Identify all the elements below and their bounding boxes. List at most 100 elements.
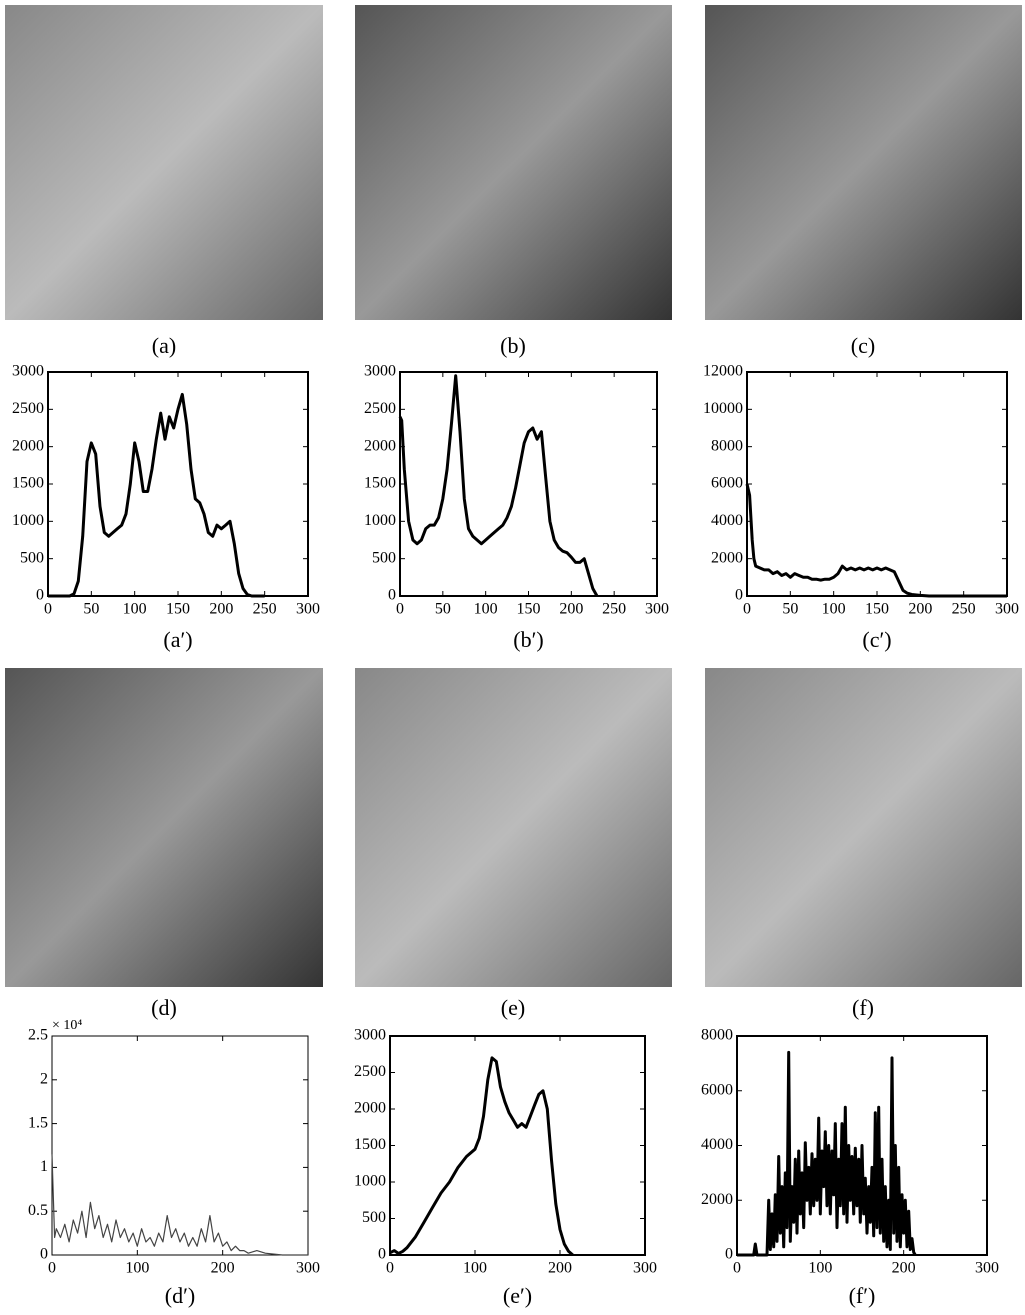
x-tick-label: 50 (782, 601, 798, 618)
plot-frame (746, 371, 1008, 597)
plot-frame (736, 1035, 988, 1256)
chart-caption: (d′) (165, 1283, 195, 1308)
plot-frame (389, 1035, 646, 1256)
histogram-line (48, 392, 265, 598)
photo (705, 668, 1022, 987)
x-tick-label: 100 (123, 601, 147, 618)
chart-caption: (a′) (163, 627, 192, 652)
y-tick-label: 500 (372, 549, 396, 566)
image-caption: (a) (152, 333, 176, 358)
y-tick-label: 1000 (364, 512, 396, 529)
y-tick-label: 0 (388, 587, 396, 604)
y-tick-label: 2500 (364, 400, 396, 417)
x-tick-label: 250 (602, 601, 626, 618)
x-tick-label: 300 (995, 601, 1019, 618)
photo (705, 5, 1022, 320)
x-tick-label: 300 (296, 1260, 320, 1277)
histogram-line (737, 1050, 917, 1257)
image-caption: (e) (501, 995, 525, 1020)
x-tick-label: 100 (808, 1260, 832, 1277)
y-tick-label: 0 (36, 587, 44, 604)
x-tick-label: 200 (209, 601, 233, 618)
y-tick-label: 2 (40, 1070, 48, 1087)
y-tick-label: 1000 (12, 512, 44, 529)
y-tick-label: 8000 (711, 437, 743, 454)
plot-frame (399, 371, 658, 597)
y-tick-label: 2500 (354, 1063, 386, 1080)
image-caption: (f) (852, 995, 874, 1020)
y-tick-label: 2500 (12, 400, 44, 417)
x-tick-label: 300 (645, 601, 669, 618)
x-tick-label: 100 (125, 1260, 149, 1277)
y-tick-label: 1.5 (28, 1114, 48, 1131)
x-tick-label: 50 (83, 601, 99, 618)
image-caption: (b) (500, 333, 526, 358)
x-tick-label: 100 (822, 601, 846, 618)
plot-frame (47, 371, 309, 597)
image-caption: (c) (851, 333, 875, 358)
x-tick-label: 0 (44, 601, 52, 618)
photo (355, 668, 672, 987)
y-tick-label: 0 (725, 1246, 733, 1263)
y-tick-label: 2000 (701, 1191, 733, 1208)
y-tick-label: 2.5 (28, 1027, 48, 1044)
x-tick-label: 0 (48, 1260, 56, 1277)
chart-caption: (e′) (503, 1283, 532, 1308)
photo (5, 668, 323, 987)
x-tick-label: 200 (211, 1260, 235, 1277)
y-tick-label: 0 (735, 587, 743, 604)
x-tick-label: 150 (517, 601, 541, 618)
y-tick-label: 2000 (354, 1100, 386, 1117)
y-tick-label: 1500 (354, 1136, 386, 1153)
chart-caption: (f′) (849, 1283, 876, 1308)
x-tick-label: 100 (463, 1260, 487, 1277)
y-tick-label: 3000 (364, 363, 396, 380)
x-tick-label: 100 (474, 601, 498, 618)
photo (5, 5, 323, 320)
y-tick-label: 1000 (354, 1173, 386, 1190)
y-tick-label: 1 (40, 1158, 48, 1175)
y-tick-label: 0 (378, 1246, 386, 1263)
x-tick-label: 50 (435, 601, 451, 618)
y-tick-label: 3000 (354, 1027, 386, 1044)
plot-frame (51, 1035, 309, 1256)
y-scale-label: × 10⁴ (52, 1018, 82, 1033)
x-tick-label: 200 (892, 1260, 916, 1277)
histogram-line (398, 374, 599, 597)
y-tick-label: 8000 (701, 1027, 733, 1044)
x-tick-label: 0 (386, 1260, 394, 1277)
x-tick-label: 150 (865, 601, 889, 618)
photo (355, 5, 672, 320)
y-tick-label: 4000 (711, 512, 743, 529)
y-tick-label: 12000 (703, 363, 743, 380)
y-tick-label: 2000 (711, 549, 743, 566)
x-tick-label: 200 (548, 1260, 572, 1277)
chart-caption: (c′) (862, 627, 891, 652)
y-tick-label: 6000 (701, 1081, 733, 1098)
x-tick-label: 150 (166, 601, 190, 618)
x-tick-label: 200 (559, 601, 583, 618)
x-tick-label: 0 (733, 1260, 741, 1277)
y-tick-label: 6000 (711, 475, 743, 492)
x-tick-label: 250 (253, 601, 277, 618)
y-tick-label: 500 (362, 1209, 386, 1226)
y-tick-label: 10000 (703, 400, 743, 417)
x-tick-label: 0 (743, 601, 751, 618)
y-tick-label: 0 (40, 1246, 48, 1263)
histogram-line (745, 483, 1007, 598)
image-caption: (d) (151, 995, 177, 1020)
histogram-line (389, 1056, 574, 1257)
y-tick-label: 3000 (12, 363, 44, 380)
chart-caption: (b′) (513, 627, 543, 652)
y-tick-label: 0.5 (28, 1202, 48, 1219)
x-tick-label: 200 (908, 601, 932, 618)
x-tick-label: 250 (952, 601, 976, 618)
y-tick-label: 1500 (364, 475, 396, 492)
y-tick-label: 1500 (12, 475, 44, 492)
y-tick-label: 2000 (364, 437, 396, 454)
y-tick-label: 4000 (701, 1136, 733, 1153)
x-tick-label: 0 (396, 601, 404, 618)
y-tick-label: 2000 (12, 437, 44, 454)
x-tick-label: 300 (296, 601, 320, 618)
